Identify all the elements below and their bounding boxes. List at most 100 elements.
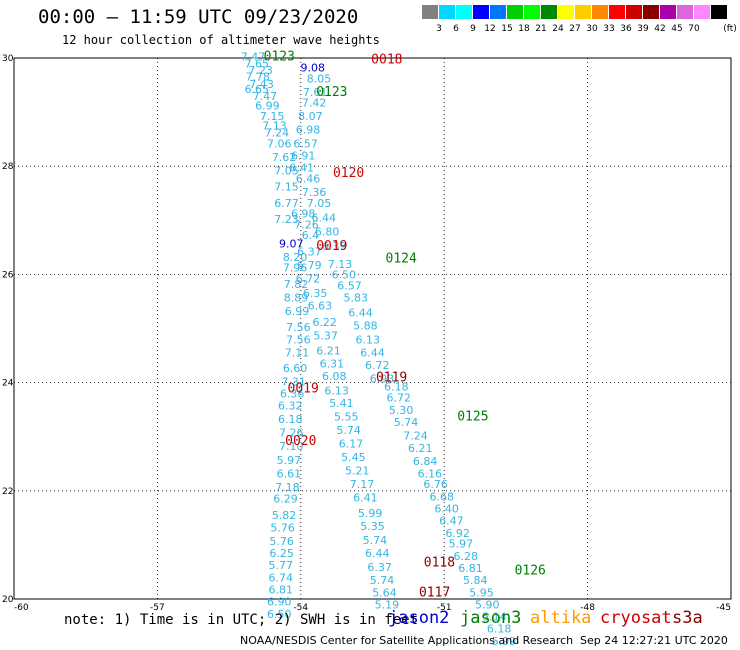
wave-height-value: 7.61	[303, 86, 328, 99]
mission-jason3: jason3	[460, 608, 522, 628]
legend-label: 12	[484, 24, 496, 34]
wave-height-value: 5.77	[268, 559, 293, 572]
wave-height-value: 7.15	[274, 181, 299, 194]
map-title: 00:00 – 11:59 UTC 09/23/2020	[38, 6, 359, 28]
wave-height-value: 6.74	[268, 572, 293, 585]
wave-height-value: 6.18	[487, 623, 512, 636]
wave-height-value: 5.82	[272, 509, 297, 522]
wave-height-value: 6.65	[245, 83, 270, 96]
x-tick-label: -48	[580, 603, 595, 613]
wave-height-value: 5.83	[344, 291, 369, 304]
wave-height-value: 6.92	[445, 527, 470, 540]
wave-height-value: 7.31	[281, 375, 306, 388]
legend-label: 39	[637, 24, 649, 34]
wave-height-value: 6.77	[274, 197, 299, 210]
legend-label: 18	[518, 24, 530, 34]
pass-label: 0123	[316, 85, 347, 100]
wave-height-value: 6.63	[308, 300, 333, 313]
wave-height-value: 5.21	[345, 465, 370, 478]
wave-height-value: 6.16	[418, 467, 443, 480]
wave-height-value: 5.45	[341, 451, 366, 464]
wave-height-value: 8.07	[298, 110, 323, 123]
legend-label: 9	[470, 24, 476, 34]
pass-label: 0124	[386, 251, 417, 266]
wave-height-value: 7.11	[285, 347, 310, 360]
wave-height-value: 6.17	[339, 438, 364, 451]
wave-height-value: 5.97	[277, 454, 302, 467]
wave-height-value: 5.74	[394, 416, 419, 429]
wave-height-value: 6.76	[423, 478, 448, 491]
wave-height-value: 6.50	[332, 269, 357, 282]
wave-height-value: 5.41	[329, 397, 354, 410]
generated-timestamp: Sep 24 12:27:21 UTC 2020	[580, 634, 728, 647]
pass-label: 0019	[316, 239, 347, 254]
wave-height-value: 6.46	[296, 172, 321, 185]
wave-height-value: 7.78	[246, 71, 271, 84]
wave-height-value: 6.22	[312, 316, 337, 329]
mission-jason2: jason2	[388, 608, 450, 628]
wave-height-value: 7.17	[350, 478, 375, 491]
legend-swatch	[711, 5, 727, 19]
legend-swatch	[507, 5, 523, 19]
footer-note: note: 1) Time is in UTC; 2) SWH is in fe…	[64, 612, 419, 628]
wave-height-value: 5.19	[375, 599, 400, 612]
map-subtitle: 12 hour collection of altimeter wave hei…	[62, 33, 380, 47]
legend-swatch	[643, 5, 659, 19]
legend-label: 45	[671, 24, 683, 34]
wave-height-value: 6.13	[355, 334, 380, 347]
wave-height-value: 6.25	[269, 547, 294, 560]
wave-height-value: 7.96	[283, 262, 308, 275]
legend-label: 36	[620, 24, 632, 34]
wave-height-value: 5.90	[475, 599, 500, 612]
wave-height-value: 6.36	[280, 388, 305, 401]
wave-height-value: 6.35	[303, 287, 328, 300]
wave-height-value: 6.50	[267, 608, 292, 621]
wave-height-value: 7.15	[260, 110, 285, 123]
wave-height-value: 5.64	[372, 586, 397, 599]
wave-height-value: 6.72	[296, 273, 321, 286]
wave-height-value: 7.26	[294, 218, 319, 231]
legend-swatch	[422, 5, 438, 19]
wave-height-value: 6.44	[311, 211, 336, 224]
pass-label: 0020	[285, 434, 316, 449]
y-tick-label: 30	[2, 54, 14, 64]
wave-height-value: 7.13	[262, 119, 287, 132]
wave-height-value: 7.23	[248, 64, 273, 77]
wave-height-value: 6.99	[255, 99, 280, 112]
wave-height-value: 7.05	[307, 197, 332, 210]
wave-height-value: 6.08	[322, 370, 347, 383]
legend-label: 24	[552, 24, 564, 34]
legend-label: 6	[453, 24, 459, 34]
wave-height-value: 5.37	[313, 329, 338, 342]
legend-label: 42	[654, 24, 666, 34]
wave-height-value: 7.10	[279, 440, 304, 453]
x-tick-label: -45	[716, 603, 731, 613]
mission-altika: altika	[530, 608, 592, 628]
pass-label: 0123	[264, 50, 295, 65]
wave-height-value: 8.05	[307, 72, 332, 85]
pass-labels: 0123 0018 0123 0120 0019 0124 0119 0019 0125 0020…	[264, 50, 546, 601]
wave-height-value: 7.24	[265, 126, 290, 139]
wave-height-value: 6.99	[285, 305, 310, 318]
wave-height-value: 9.07	[279, 237, 304, 250]
wave-height-value: 5.74	[336, 424, 361, 437]
wave-height-value: 6.37	[297, 245, 322, 258]
pass-label: 0117	[419, 585, 450, 600]
wave-height-value: 6.39	[322, 240, 347, 253]
wave-height-value: 5.55	[334, 410, 359, 423]
wave-height-value: 7.65	[245, 58, 270, 71]
wave-height-value: 7.05	[274, 164, 299, 177]
legend-label: 15	[501, 24, 513, 34]
legend-label: 3	[436, 24, 442, 34]
wave-height-value: 6.44	[365, 547, 390, 560]
legend-label: 70	[688, 24, 700, 34]
wave-height-value: 5.99	[358, 507, 383, 520]
wave-height-value: 7.42	[302, 97, 327, 110]
legend-swatch	[609, 5, 625, 19]
wave-height-value: 5.35	[360, 520, 385, 533]
wave-height-value: 6.28	[453, 550, 478, 563]
wave-height-value: 6.72	[365, 359, 390, 372]
credit-line: NOAA/NESDIS Center for Satellite Applica…	[240, 634, 574, 647]
wave-height-value: 6.13	[324, 385, 349, 398]
legend-swatch	[558, 5, 574, 19]
